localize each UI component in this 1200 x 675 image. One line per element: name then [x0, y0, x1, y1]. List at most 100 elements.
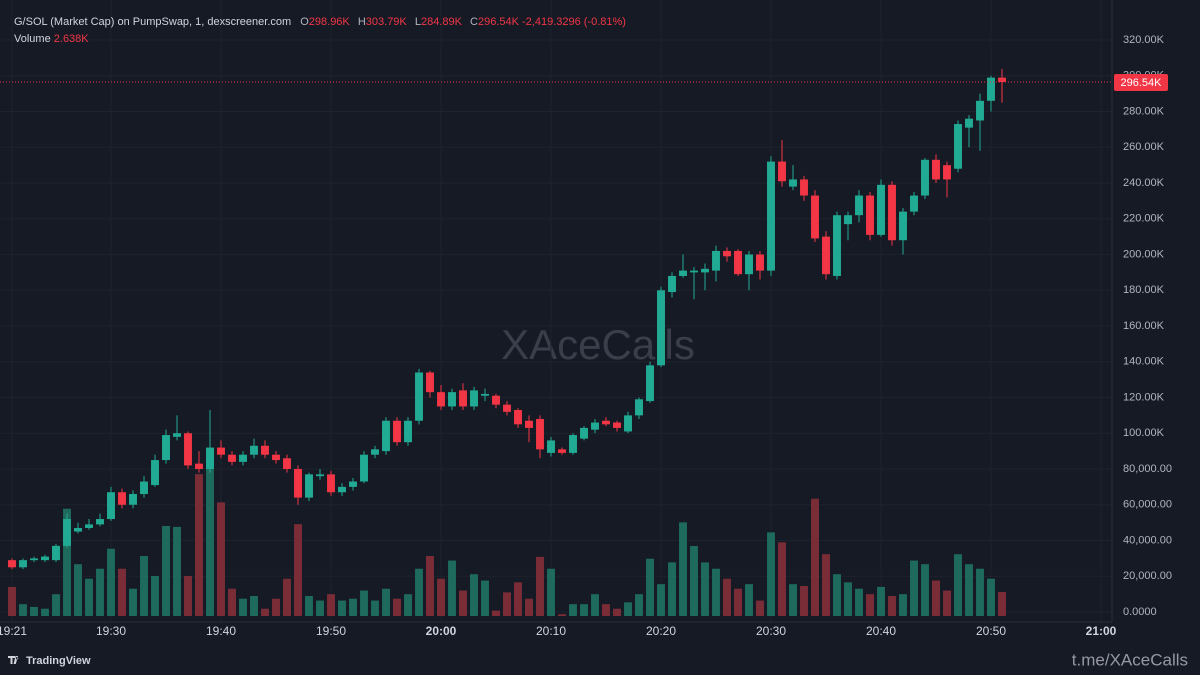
candle-body [822, 236, 830, 275]
volume-bar [492, 610, 500, 616]
volume-bar [591, 594, 599, 616]
volume-bar [217, 502, 225, 616]
volume-value: 2.638K [53, 33, 89, 45]
volume-bar [294, 524, 302, 616]
volume-bar [470, 574, 478, 616]
ohlc-value: 284.89K [420, 16, 462, 28]
candle-body [294, 469, 302, 498]
volume-bar [195, 474, 203, 616]
candle-body [635, 399, 643, 416]
volume-bar [41, 608, 49, 616]
change-value: -2,419.3296 (-0.81%) [522, 16, 626, 28]
candle-body [646, 365, 654, 402]
volume-bar [998, 592, 1006, 616]
volume-bar [910, 560, 918, 616]
candle-body [965, 118, 973, 128]
candle-body [228, 454, 236, 462]
y-tick-label: 160.00K [1123, 320, 1165, 332]
volume-bar [943, 590, 951, 616]
volume-bar [877, 586, 885, 616]
candle-body [316, 474, 324, 477]
candle-body [811, 195, 819, 239]
footer-right: t.me/XAceCalls [1072, 650, 1188, 669]
volume-bar [800, 586, 808, 616]
candle-body [668, 275, 676, 293]
candle-body [492, 395, 500, 405]
candle-body [162, 435, 170, 461]
volume-bar [305, 596, 313, 616]
volume-bar [723, 578, 731, 616]
candle-body [107, 492, 115, 520]
volume-bar [228, 588, 236, 616]
last-price-marker [1114, 73, 1168, 91]
y-tick-label: 20,000.00 [1123, 570, 1172, 582]
volume-bar [261, 608, 269, 616]
volume-bar [272, 598, 280, 616]
candle-body [195, 463, 203, 470]
candle-body [393, 420, 401, 443]
volume-bar [360, 590, 368, 616]
y-tick-label: 240.00K [1123, 177, 1165, 189]
x-tick-label: 19:21 [0, 624, 27, 638]
candle-body [954, 124, 962, 169]
volume-bar [635, 594, 643, 616]
volume-bar [778, 542, 786, 616]
candle-body [250, 445, 258, 455]
candle-body [547, 440, 555, 453]
x-tick-label: 20:30 [756, 624, 786, 638]
volume-bar [987, 578, 995, 616]
candle-body [382, 420, 390, 452]
y-tick-label: 320.00K [1123, 34, 1165, 46]
volume-bar [690, 546, 698, 616]
candle-body [888, 184, 896, 241]
y-tick-label: 40,000.00 [1123, 534, 1172, 546]
candle-body [723, 250, 731, 257]
candle-body [932, 159, 940, 180]
candle-body [690, 270, 698, 273]
candle-body [140, 481, 148, 495]
candle-body [756, 254, 764, 271]
volume-bar [52, 594, 60, 616]
volume-bar [833, 574, 841, 616]
x-tick-label: 19:30 [96, 624, 126, 638]
candle-body [85, 524, 93, 528]
candle-body [624, 415, 632, 432]
candle-body [448, 392, 456, 407]
volume-bars [8, 450, 1006, 616]
x-tick-label: 19:40 [206, 624, 236, 638]
volume-bar [85, 578, 93, 616]
volume-title: Volume [14, 33, 51, 45]
candle-body [371, 449, 379, 455]
volume-bar [107, 548, 115, 616]
tradingview-logo [8, 656, 19, 664]
y-tick-label: 0.0000 [1123, 606, 1157, 618]
candle-body [360, 454, 368, 482]
volume-bar [349, 598, 357, 616]
legend: G/SOL (Market Cap) on PumpSwap, 1, dexsc… [14, 14, 626, 48]
candle-body [833, 215, 841, 276]
symbol-title: G/SOL (Market Cap) on PumpSwap, 1, dexsc… [14, 16, 292, 28]
ohlc-key: L [414, 16, 421, 28]
volume-bar [976, 568, 984, 616]
candle-body [327, 474, 335, 493]
candle-body [591, 422, 599, 430]
volume-bar [613, 608, 621, 616]
candle-body [481, 393, 489, 396]
candle-body [789, 179, 797, 187]
candle-body [74, 527, 82, 532]
candle-body [206, 447, 214, 470]
y-tick-label: 60,000.00 [1123, 499, 1172, 511]
volume-bar [756, 600, 764, 616]
volume-bar [404, 594, 412, 616]
volume-bar [19, 604, 27, 616]
candle-body [734, 250, 742, 275]
candle-body [602, 420, 610, 425]
candle-body [404, 420, 412, 443]
volume-bar [239, 598, 247, 616]
volume-bar [888, 596, 896, 616]
candle-body [580, 427, 588, 439]
footer-bar [0, 645, 1200, 675]
candle-body [536, 418, 544, 450]
